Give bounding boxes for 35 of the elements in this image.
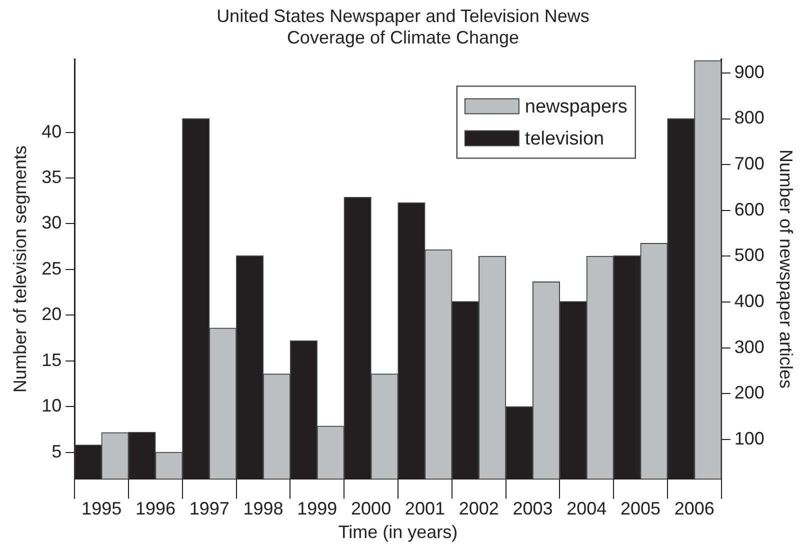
x-tick-label: 1999 [297,498,338,519]
x-tick-label: 2005 [620,498,661,519]
y2-tick-label: 700 [734,154,764,174]
x-tick-label: 2002 [458,498,499,519]
y2-axis-title: Number of newspaper articles [776,149,796,389]
y-tick-label: 20 [42,304,62,324]
y-tick-label: 10 [42,396,62,416]
y2-tick-label: 200 [734,382,764,403]
legend-label: newspapers [524,96,628,118]
x-tick-label: 2003 [512,498,553,519]
legend-label: television [524,128,604,150]
y-tick-label: 35 [42,167,62,188]
y2-tick-label: 100 [734,428,764,448]
y-tick-label: 25 [42,258,62,278]
y2-tick-label: 300 [734,336,764,357]
x-axis-title: Time (in years) [338,522,458,542]
y-tick-label: 15 [42,350,62,370]
x-tick-label: 1998 [243,498,284,519]
y2-tick-label: 900 [734,62,764,82]
y-tick-label: 5 [52,441,62,462]
x-tick-label: 1995 [82,498,122,519]
y-tick-label: 40 [42,121,62,142]
y-tick-label: 30 [42,212,62,233]
x-tick-label: 2001 [404,498,445,519]
y-axis-title: Number of television segments [10,145,30,393]
y2-tick-label: 500 [734,245,764,266]
y2-tick-label: 600 [734,199,764,220]
x-tick-label: 2000 [351,498,392,519]
chart-title: United States Newspaper and Television News Coverage of Climate Change [216,6,590,48]
x-tick-label: 1997 [189,498,230,519]
y2-tick-label: 400 [734,290,764,311]
x-tick-label: 2004 [566,498,607,519]
x-tick-label: 2006 [674,498,714,519]
y2-tick-label: 800 [734,108,764,128]
x-tick-label: 1996 [135,498,176,519]
